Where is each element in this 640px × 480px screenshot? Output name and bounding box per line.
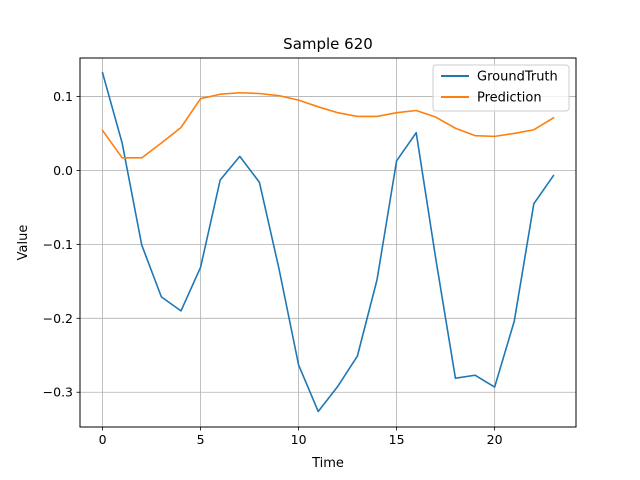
legend: GroundTruth Prediction: [432, 64, 570, 112]
axis-ticks: 0 5 10 15 20 0.1 0.0 −0.1 −0.2 −0.3: [43, 89, 503, 447]
y-tick-label: −0.3: [43, 385, 73, 400]
series-line-groundtruth: [101, 71, 555, 413]
y-tick-label: 0.0: [53, 163, 73, 178]
chart-title: Sample 620: [283, 35, 373, 53]
legend-label-groundtruth: GroundTruth: [477, 70, 558, 85]
legend-label-prediction: Prediction: [477, 91, 542, 106]
x-tick-label: 15: [389, 432, 405, 447]
x-tick-label: 0: [99, 432, 107, 447]
x-tick-label: 20: [487, 432, 503, 447]
y-tick-label: −0.1: [43, 237, 73, 252]
series-line-prediction: [101, 91, 555, 159]
y-tick-label: −0.2: [43, 311, 73, 326]
series-layer: [101, 71, 555, 413]
plot-frame: [79, 57, 577, 428]
y-tick-label: 0.1: [53, 89, 73, 104]
y-axis-label: Value: [16, 225, 31, 261]
x-tick-label: 10: [291, 432, 307, 447]
x-tick-label: 5: [197, 432, 205, 447]
grid: [80, 58, 576, 427]
x-axis-label: Time: [311, 456, 344, 471]
